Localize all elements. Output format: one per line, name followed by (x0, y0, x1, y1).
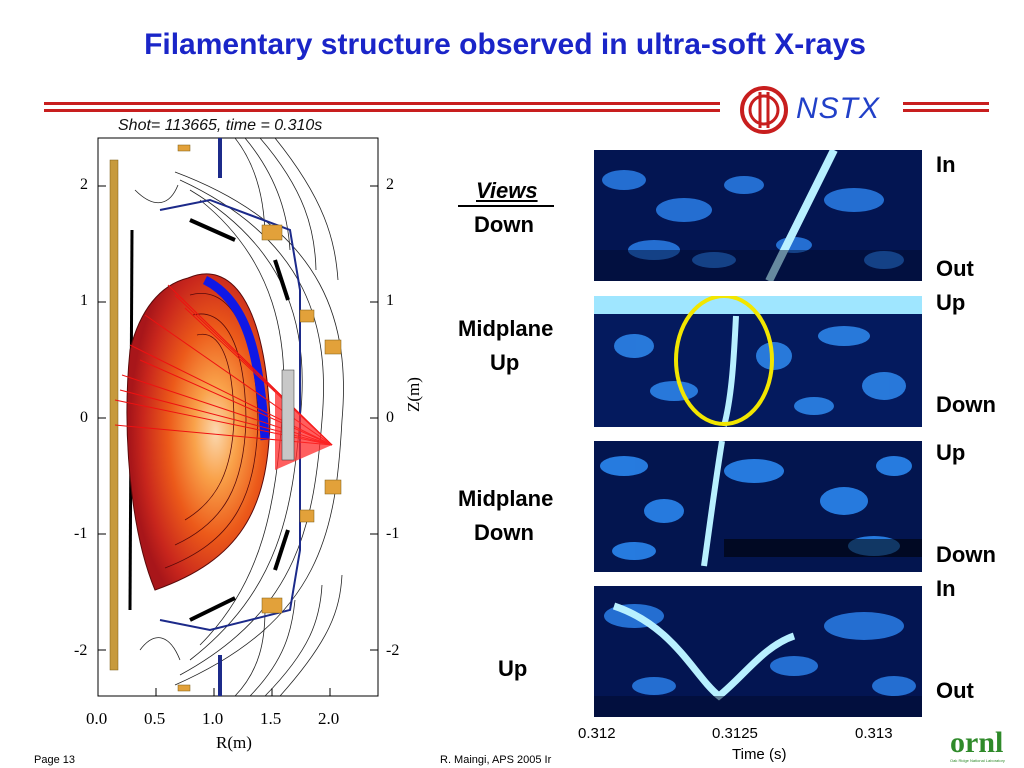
strip-3-label-bottom: Down (936, 542, 996, 567)
y-tick-left-0: 0 (80, 409, 88, 426)
y-tick-right-0: 0 (386, 409, 394, 426)
x-tick-1: 0.5 (144, 709, 166, 728)
time-tick-0: 0.312 (578, 725, 616, 742)
y-tick-right-m2: -2 (386, 642, 400, 659)
y-axis-label: Z(m) (404, 377, 423, 412)
x-axis-label: R(m) (216, 733, 252, 752)
slide-title: Filamentary structure observed in ultra-… (144, 28, 866, 61)
strip-1-label-bottom: Out (936, 256, 974, 281)
y-tick-left-m2: -2 (74, 642, 88, 659)
view-label-midplane-up-2: Up (490, 350, 520, 375)
view-label-midplane-down-1: Midplane (458, 486, 554, 511)
header-rule-left-1 (44, 102, 720, 105)
strip-2-label-bottom: Down (936, 392, 996, 417)
strip-2-label-top: Up (936, 290, 966, 315)
header-rule-left-2 (44, 109, 720, 112)
strip-image-2 (594, 296, 922, 427)
y-tick-left-1: 1 (80, 292, 88, 309)
strip-1-label-top: In (936, 152, 956, 177)
strip-4-label-top: In (936, 576, 956, 601)
strip-4-label-bottom: Out (936, 678, 974, 703)
x-tick-4: 2.0 (318, 709, 340, 728)
view-label-midplane-down-2: Down (474, 520, 534, 545)
footer-author: R. Maingi, APS 2005 Ir (440, 754, 552, 766)
time-axis-label: Time (s) (732, 746, 787, 763)
strip-3-label-top: Up (936, 440, 966, 465)
y-tick-right-m1: -1 (386, 525, 400, 542)
header-rule-right-1 (903, 102, 989, 105)
time-tick-1: 0.3125 (712, 725, 758, 742)
time-tick-2: 0.313 (855, 725, 893, 742)
views-heading: Views (476, 178, 538, 203)
x-tick-0: 0.0 (86, 709, 108, 728)
ornl-logo: ornl Oak Ridge National Laboratory (950, 728, 1022, 768)
highlight-ellipse (674, 296, 774, 426)
footer-page-number: Page 13 (34, 754, 75, 766)
y-tick-left-2: 2 (80, 176, 88, 193)
ornl-logo-text: ornl (950, 726, 1004, 759)
strip-image-1 (594, 150, 922, 281)
strip-image-4 (594, 586, 922, 717)
view-label-up: Up (498, 656, 528, 681)
equilibrium-plot (97, 137, 379, 697)
nstx-logo-text: NSTX (796, 92, 881, 125)
view-label-down: Down (474, 212, 534, 237)
y-tick-right-2: 2 (386, 176, 394, 193)
ornl-logo-subtext: Oak Ridge National Laboratory (950, 758, 1005, 763)
nstx-logo-icon (740, 86, 788, 134)
x-tick-3: 1.5 (260, 709, 282, 728)
plot-caption: Shot= 113665, time = 0.310s (118, 117, 323, 134)
views-heading-underline (458, 205, 554, 207)
strip-image-3 (594, 441, 922, 572)
x-tick-2: 1.0 (202, 709, 224, 728)
y-tick-right-1: 1 (386, 292, 394, 309)
y-tick-left-m1: -1 (74, 525, 88, 542)
header-rule-right-2 (903, 109, 989, 112)
view-label-midplane-up-1: Midplane (458, 316, 554, 341)
